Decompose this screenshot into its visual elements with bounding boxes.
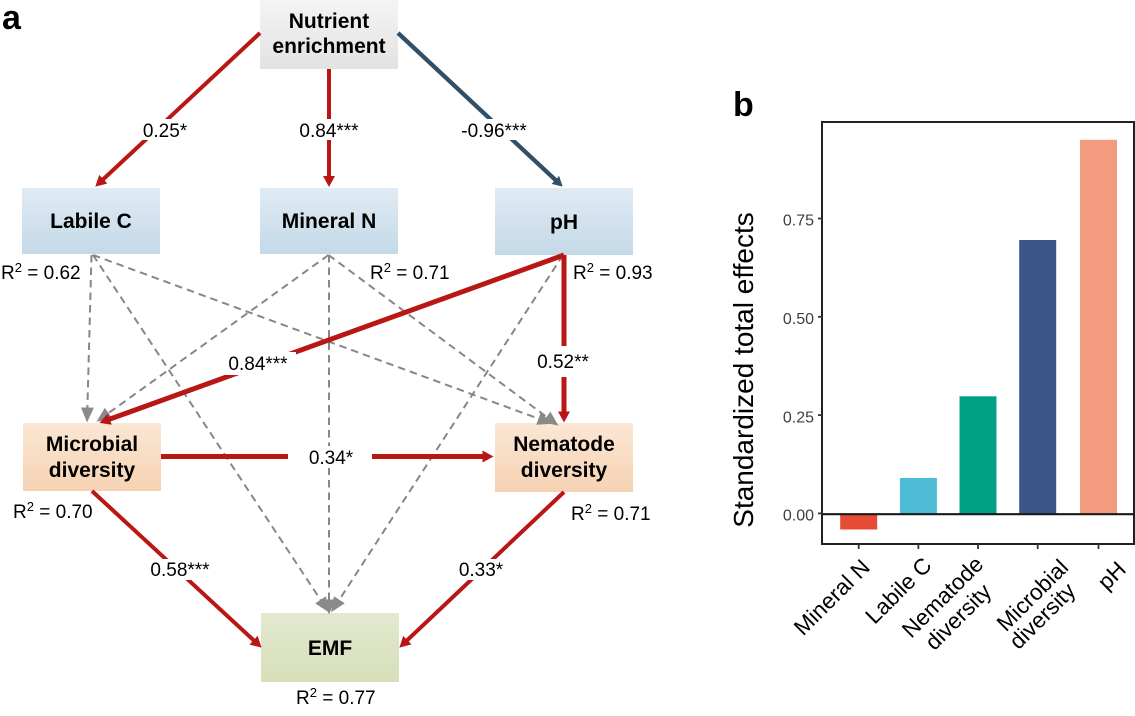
svg-text:diversity: diversity [521,459,608,482]
svg-text:a: a [2,0,22,37]
svg-text:pH: pH [1093,557,1131,595]
svg-text:R2 = 0.62: R2 = 0.62 [1,260,81,284]
svg-text:0.52**: 0.52** [537,352,589,373]
svg-text:0.58***: 0.58*** [150,560,210,581]
svg-text:0.25*: 0.25* [143,121,188,142]
svg-text:0.25: 0.25 [783,409,814,426]
svg-text:pH: pH [550,211,578,234]
svg-text:EMF: EMF [308,637,353,660]
svg-text:0.34*: 0.34* [309,448,354,469]
svg-text:-0.96***: -0.96*** [461,121,527,142]
svg-text:R2 = 0.93: R2 = 0.93 [573,260,653,284]
svg-text:b: b [733,86,754,124]
svg-text:R2 = 0.70: R2 = 0.70 [13,499,93,523]
svg-text:enrichment: enrichment [272,35,385,58]
svg-text:R2 = 0.71: R2 = 0.71 [571,501,651,525]
svg-text:Mineral N: Mineral N [789,554,875,640]
svg-text:R2 = 0.71: R2 = 0.71 [370,260,450,284]
svg-text:0.33*: 0.33* [459,560,504,581]
svg-text:Microbial: Microbial [46,433,138,456]
svg-text:Standardized total effects: Standardized total effects [728,212,759,527]
svg-text:Labile C: Labile C [50,210,132,233]
svg-text:diversity: diversity [49,459,136,482]
svg-text:0.00: 0.00 [783,508,814,525]
svg-text:0.84***: 0.84*** [228,354,288,375]
svg-text:R2 = 0.77: R2 = 0.77 [296,685,376,709]
svg-text:Nutrient: Nutrient [289,10,370,33]
svg-text:0.50: 0.50 [783,311,814,328]
svg-text:0.84***: 0.84*** [299,121,359,142]
svg-text:Nematode: Nematode [513,433,615,456]
svg-text:0.75: 0.75 [783,213,814,230]
svg-text:Mineral N: Mineral N [282,210,377,233]
